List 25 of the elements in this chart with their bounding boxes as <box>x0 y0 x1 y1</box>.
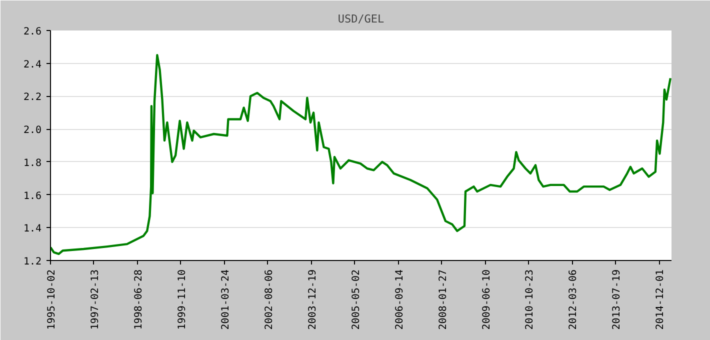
y-tick-label: 1.6 <box>23 190 42 202</box>
x-tick-label: 2005-05-02 <box>350 269 362 330</box>
y-tick-label: 1.2 <box>23 256 42 268</box>
x-tick-label: 2003-12-19 <box>307 269 318 330</box>
x-tick-label: 1997-02-13 <box>90 269 101 330</box>
y-tick-label: 2.0 <box>23 125 42 136</box>
x-tick-label: 2013-07-19 <box>612 269 623 330</box>
x-tick-label: 2001-03-24 <box>220 269 232 330</box>
x-tick-label: 2006-09-14 <box>394 269 406 330</box>
y-tick-label: 1.8 <box>23 158 42 169</box>
y-tick-label: 2.6 <box>23 26 42 38</box>
x-tick-label: 1999-11-10 <box>176 269 188 330</box>
x-tick-label: 2009-06-10 <box>481 269 492 330</box>
y-tick-label: 2.2 <box>23 92 42 104</box>
y-tick-label: 2.4 <box>23 59 42 70</box>
x-tick-label: 2012-03-06 <box>568 269 580 330</box>
x-tick-label: 1998-06-28 <box>133 269 144 330</box>
x-tick-label: 1995-10-02 <box>46 269 58 330</box>
x-tick-label: 2002-08-06 <box>264 269 275 330</box>
y-tick-label: 1.4 <box>23 224 42 235</box>
line-series <box>50 54 672 256</box>
x-tick-label: 2008-01-27 <box>438 269 449 330</box>
x-tick-label: 2014-12-01 <box>655 269 666 330</box>
chart-title: USD/GEL <box>338 12 385 26</box>
x-tick-label: 2010-10-23 <box>524 269 536 330</box>
